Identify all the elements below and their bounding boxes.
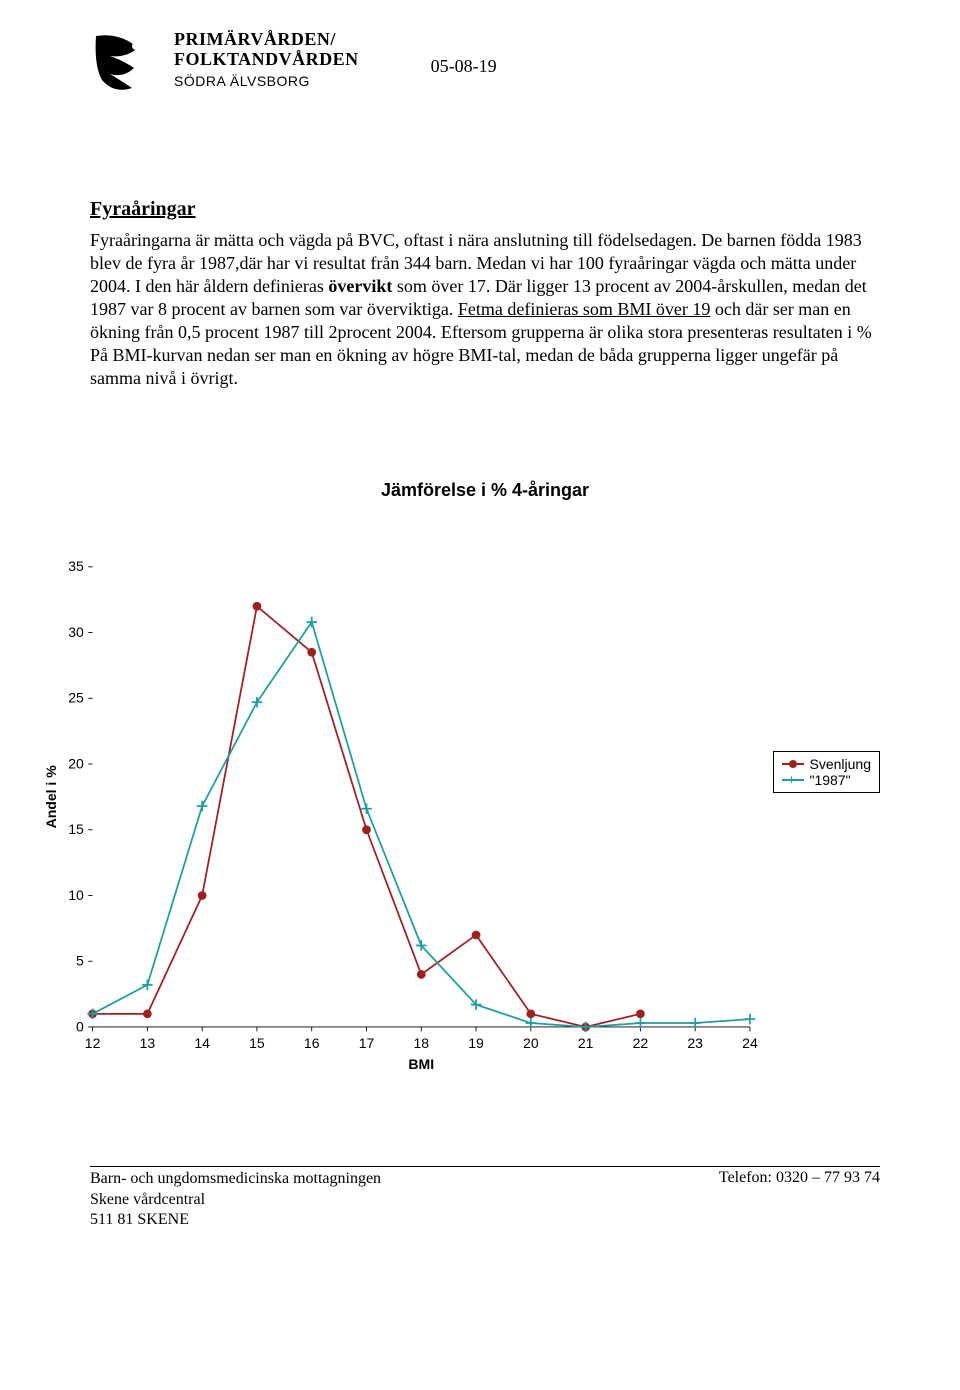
legend-item-svenljung: Svenljung xyxy=(782,756,872,772)
svg-text:10: 10 xyxy=(68,887,84,903)
body-text: Fyraåringar Fyraåringarna är mätta och v… xyxy=(90,197,880,390)
svg-text:17: 17 xyxy=(359,1035,375,1051)
paragraph: Fyraåringarna är mätta och vägda på BVC,… xyxy=(90,229,880,390)
footer-left: Barn- och ungdomsmedicinska mottagningen… xyxy=(90,1169,381,1231)
chart-svg: 0 5 10 15 20 25 30 35 12 13 14 15 16 17 18 19 20 21 22 23 24… xyxy=(40,521,768,1121)
para-under1: Fetma definieras som BMI över 19 xyxy=(458,299,710,319)
svg-text:13: 13 xyxy=(140,1035,156,1051)
footer-right: Telefon: 0320 – 77 93 74 xyxy=(719,1169,880,1231)
legend-item-1987: + "1987" xyxy=(782,772,872,788)
svg-text:5: 5 xyxy=(76,952,84,968)
doc-date: 05-08-19 xyxy=(431,56,497,77)
page: PRIMÄRVÅRDEN/ FOLKTANDVÅRDEN SÖDRA ÄLVSB… xyxy=(0,0,960,1251)
svg-text:15: 15 xyxy=(68,821,84,837)
legend: Svenljung + "1987" xyxy=(773,751,881,793)
org-text: PRIMÄRVÅRDEN/ FOLKTANDVÅRDEN SÖDRA ÄLVSB… xyxy=(174,30,359,89)
org-line2: FOLKTANDVÅRDEN xyxy=(174,50,359,70)
footer-line3: 511 81 SKENE xyxy=(90,1210,381,1231)
footer-line1: Barn- och ungdomsmedicinska mottagningen xyxy=(90,1169,381,1190)
org-logo xyxy=(90,30,162,102)
section-title: Fyraåringar xyxy=(90,197,880,223)
legend-label-1: Svenljung xyxy=(810,756,872,772)
chart: 0 5 10 15 20 25 30 35 12 13 14 15 16 17 18 19 20 21 22 23 24… xyxy=(40,521,880,1121)
svg-text:16: 16 xyxy=(304,1035,320,1051)
svg-text:12: 12 xyxy=(85,1035,101,1051)
legend-label-2: "1987" xyxy=(810,772,851,788)
footer-line2: Skene vårdcentral xyxy=(90,1190,381,1211)
svg-text:15: 15 xyxy=(249,1035,265,1051)
chart-title: Jämförelse i % 4-åringar xyxy=(90,480,880,501)
svg-text:30: 30 xyxy=(68,624,84,640)
svg-text:Andel i %: Andel i % xyxy=(43,765,59,829)
svg-text:19: 19 xyxy=(468,1035,484,1051)
svg-text:21: 21 xyxy=(578,1035,594,1051)
svg-text:23: 23 xyxy=(687,1035,703,1051)
org-line1: PRIMÄRVÅRDEN/ xyxy=(174,30,359,50)
header: PRIMÄRVÅRDEN/ FOLKTANDVÅRDEN SÖDRA ÄLVSB… xyxy=(90,30,880,102)
para-bold1: övervikt xyxy=(328,276,392,296)
svg-text:35: 35 xyxy=(68,558,84,574)
svg-text:14: 14 xyxy=(194,1035,210,1051)
svg-text:24: 24 xyxy=(742,1035,758,1051)
svg-text:BMI: BMI xyxy=(408,1056,434,1072)
footer: Barn- och ungdomsmedicinska mottagningen… xyxy=(90,1166,880,1231)
svg-text:18: 18 xyxy=(413,1035,429,1051)
org-line3: SÖDRA ÄLVSBORG xyxy=(174,73,359,89)
svg-text:22: 22 xyxy=(633,1035,649,1051)
svg-text:25: 25 xyxy=(68,689,84,705)
svg-text:0: 0 xyxy=(76,1018,84,1034)
svg-text:20: 20 xyxy=(68,755,84,771)
svg-text:20: 20 xyxy=(523,1035,539,1051)
